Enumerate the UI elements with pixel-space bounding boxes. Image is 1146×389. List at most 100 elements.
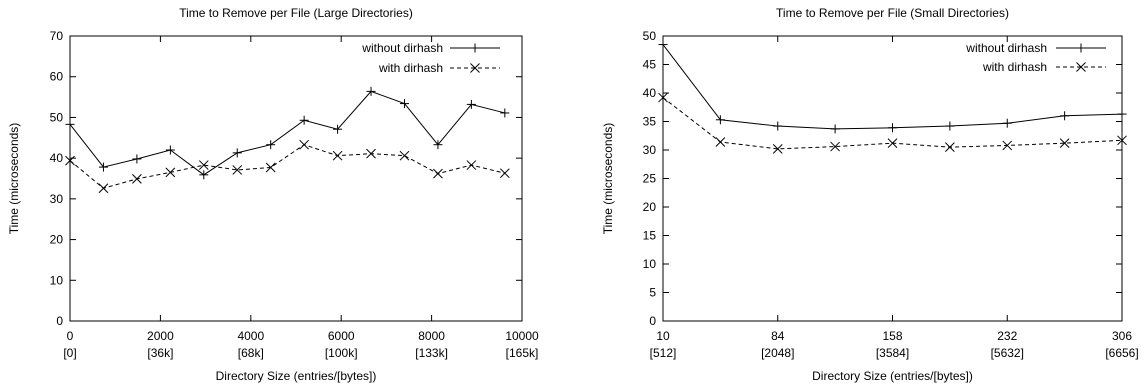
data-point-without-dirhash xyxy=(1117,109,1127,119)
x-tick-sublabel: [2048] xyxy=(761,346,794,360)
data-point-with-dirhash xyxy=(715,137,726,147)
data-point-with-dirhash xyxy=(198,160,209,170)
data-point-without-dirhash xyxy=(1002,118,1012,128)
data-point-with-dirhash xyxy=(433,168,443,179)
y-tick-label: 5 xyxy=(649,286,656,300)
data-point-with-dirhash xyxy=(830,141,840,152)
x-tick-label: 4000 xyxy=(237,329,264,343)
data-point-without-dirhash xyxy=(433,140,443,150)
data-point-without-dirhash xyxy=(773,121,783,131)
series-line-without-dirhash xyxy=(662,44,1123,130)
legend-marker-without-dirhash xyxy=(1076,43,1086,53)
data-point-with-dirhash xyxy=(98,183,109,194)
y-tick-label: 15 xyxy=(643,229,657,243)
x-axis-label: Directory Size (entries/[bytes]) xyxy=(216,369,377,383)
data-point-without-dirhash xyxy=(399,99,409,109)
y-tick-label: 0 xyxy=(56,314,63,328)
data-point-with-dirhash xyxy=(232,165,243,175)
y-tick-label: 25 xyxy=(643,172,657,186)
series-line-with-dirhash xyxy=(662,97,1123,150)
x-tick-label: 10 xyxy=(656,329,670,343)
y-tick-label: 10 xyxy=(643,257,657,271)
y-tick-label: 60 xyxy=(50,70,64,84)
legend-marker-with-dirhash xyxy=(470,63,480,73)
y-tick-label: 20 xyxy=(643,200,657,214)
data-point-with-dirhash xyxy=(945,142,955,153)
x-tick-label: 232 xyxy=(997,329,1017,343)
y-tick-label: 45 xyxy=(643,58,657,72)
y-axis-label: Time (microseconds) xyxy=(601,123,615,235)
data-point-without-dirhash xyxy=(366,86,376,96)
series-line-with-dirhash xyxy=(69,144,505,189)
x-tick-sublabel: [100k] xyxy=(325,346,358,360)
data-point-without-dirhash xyxy=(299,115,309,125)
y-axis-label: Time (microseconds) xyxy=(7,123,21,235)
data-point-without-dirhash xyxy=(500,108,510,118)
data-point-with-dirhash xyxy=(772,144,783,154)
y-tick-label: 20 xyxy=(50,233,64,247)
x-tick-label: 6000 xyxy=(328,329,355,343)
x-tick-label: 10000 xyxy=(505,329,539,343)
data-point-with-dirhash xyxy=(887,138,898,149)
data-point-with-dirhash xyxy=(499,168,510,179)
x-tick-label: 158 xyxy=(882,329,902,343)
y-tick-label: 70 xyxy=(50,29,64,43)
x-tick-sublabel: [512] xyxy=(650,346,677,360)
x-tick-sublabel: [165k] xyxy=(506,346,539,360)
data-point-without-dirhash xyxy=(199,170,209,180)
y-tick-label: 30 xyxy=(50,192,64,206)
legend-marker-with-dirhash xyxy=(1076,62,1086,72)
data-point-without-dirhash xyxy=(232,148,242,158)
x-tick-sublabel: [3584] xyxy=(876,346,909,360)
data-point-without-dirhash xyxy=(132,154,142,164)
y-tick-label: 35 xyxy=(643,115,657,129)
chart-small-directories: Time to Remove per File (Small Directori… xyxy=(601,6,1139,383)
y-tick-label: 50 xyxy=(643,29,657,43)
plot-frame xyxy=(662,35,1123,322)
data-point-with-dirhash xyxy=(1002,140,1013,151)
data-point-with-dirhash xyxy=(399,150,410,161)
x-tick-label: 2000 xyxy=(147,329,174,343)
x-tick-sublabel: [36k] xyxy=(147,346,173,360)
data-point-without-dirhash xyxy=(65,119,75,129)
x-tick-sublabel: [68k] xyxy=(238,346,264,360)
data-point-with-dirhash xyxy=(332,150,343,161)
x-tick-label: 0 xyxy=(67,329,74,343)
chart-title: Time to Remove per File (Small Directori… xyxy=(776,6,1009,20)
data-point-with-dirhash xyxy=(165,167,176,178)
y-tick-label: 30 xyxy=(643,143,657,157)
data-point-without-dirhash xyxy=(165,145,175,155)
chart-large-directories: Time to Remove per File (Large Directori… xyxy=(7,6,539,383)
data-point-without-dirhash xyxy=(945,121,955,131)
data-point-without-dirhash xyxy=(1060,111,1070,121)
data-point-with-dirhash xyxy=(658,92,668,103)
y-tick-label: 40 xyxy=(50,151,64,165)
data-point-with-dirhash xyxy=(132,174,142,184)
data-point-without-dirhash xyxy=(466,99,476,109)
data-point-with-dirhash xyxy=(299,139,309,150)
chart-title: Time to Remove per File (Large Directori… xyxy=(179,6,413,20)
data-point-without-dirhash xyxy=(98,162,108,172)
y-tick-label: 50 xyxy=(50,110,64,124)
x-tick-label: 8000 xyxy=(418,329,445,343)
x-tick-sublabel: [5632] xyxy=(991,346,1024,360)
legend-label-without-dirhash: without dirhash xyxy=(965,41,1047,55)
y-tick-label: 0 xyxy=(649,314,656,328)
x-tick-sublabel: [0] xyxy=(63,346,76,360)
data-point-without-dirhash xyxy=(830,124,840,134)
data-point-with-dirhash xyxy=(366,148,376,159)
data-point-with-dirhash xyxy=(65,155,75,166)
plot-frame xyxy=(69,35,523,322)
x-tick-label: 84 xyxy=(771,329,785,343)
data-point-without-dirhash xyxy=(888,123,897,133)
x-tick-label: 306 xyxy=(1112,329,1132,343)
legend-label-with-dirhash: with dirhash xyxy=(982,60,1047,74)
data-point-without-dirhash xyxy=(266,140,276,150)
data-point-without-dirhash xyxy=(715,115,725,125)
legend-label-with-dirhash: with dirhash xyxy=(378,61,443,75)
y-tick-label: 10 xyxy=(50,273,64,287)
data-point-without-dirhash xyxy=(658,40,668,50)
data-point-with-dirhash xyxy=(1059,138,1070,149)
legend-marker-without-dirhash xyxy=(470,43,480,53)
series-line-without-dirhash xyxy=(69,90,505,176)
